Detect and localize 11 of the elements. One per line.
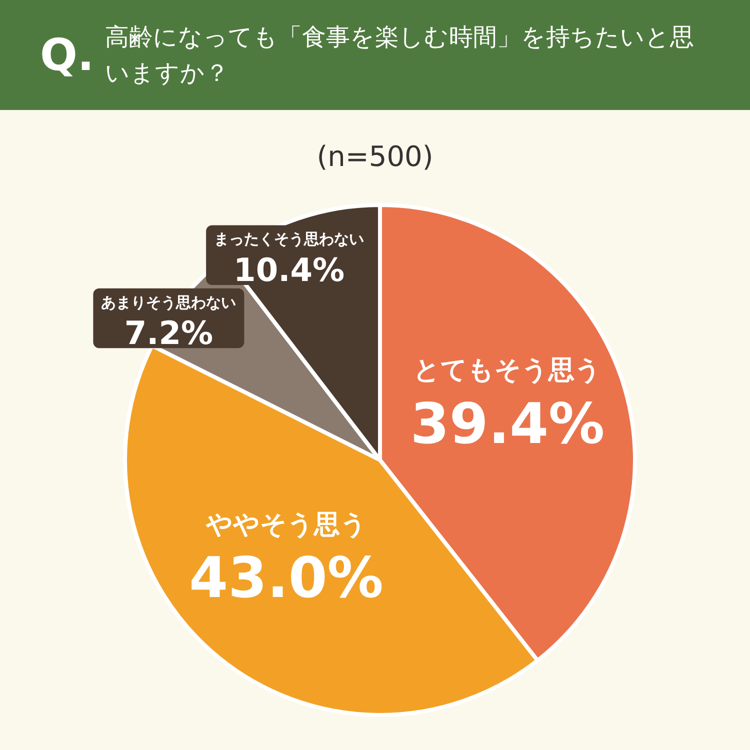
slice-label: あまりそう思わない [101, 293, 236, 312]
data-label: 10.4% [234, 250, 345, 289]
slice-label: ややそう思う [204, 510, 367, 540]
chart-title: 高齢になっても「食事を楽しむ時間」を持ちたいと思いますか？ [105, 22, 695, 89]
data-label: 7.2% [124, 314, 214, 352]
text: Q. [39, 30, 96, 80]
slice-label: とてもそう思う [414, 355, 602, 386]
data-label: 43.0% [189, 546, 384, 612]
chart-subtitle: (n=500) [316, 140, 434, 173]
slice-label: まったくそう思わない [214, 230, 364, 248]
data-label: 39.4% [410, 392, 605, 457]
